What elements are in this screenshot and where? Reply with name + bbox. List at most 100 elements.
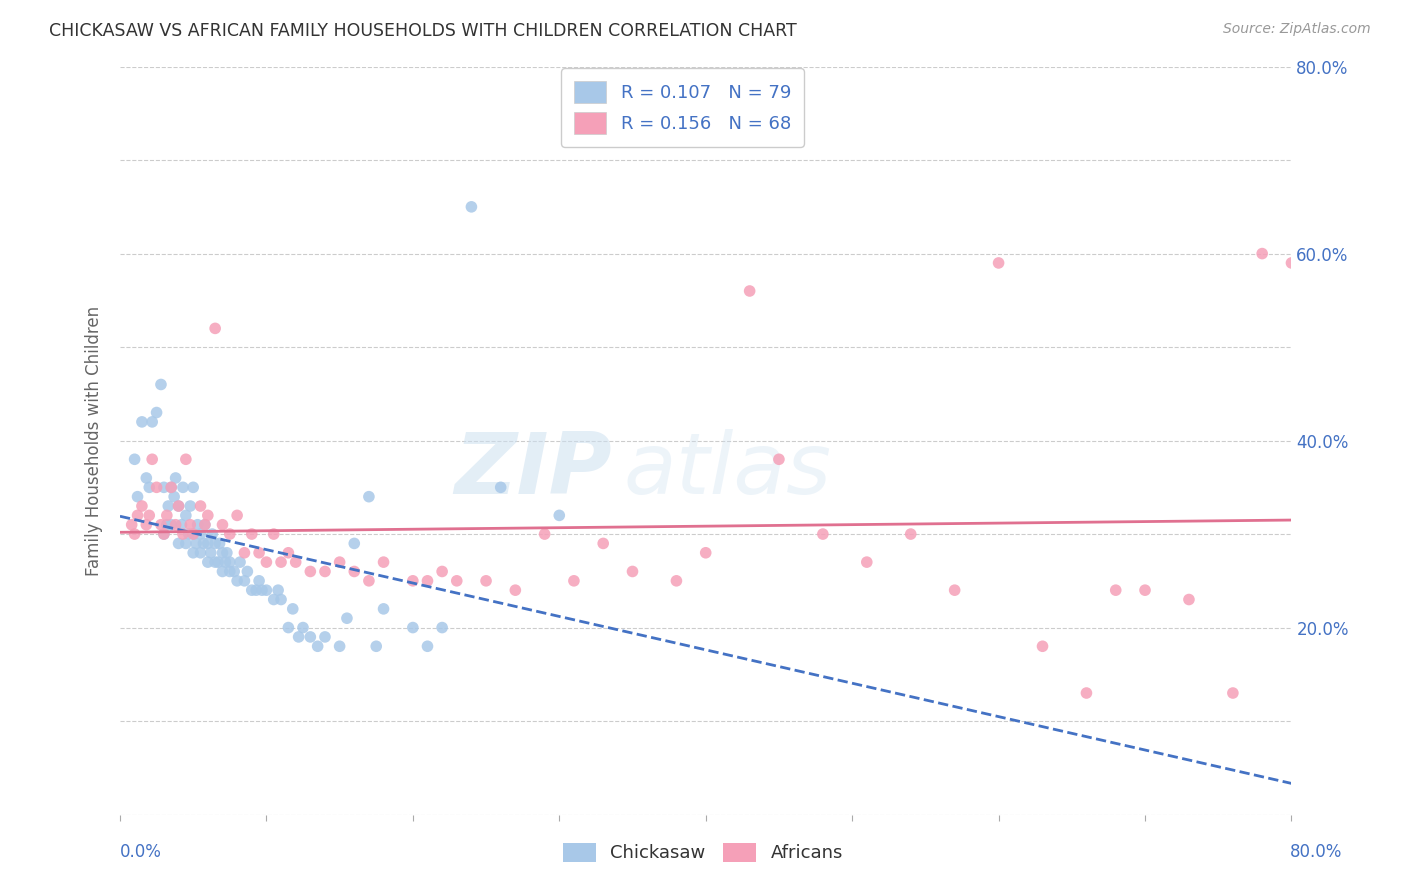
Point [768, 452, 790, 467]
Point [277, 621, 299, 635]
Point [214, 555, 236, 569]
Point [229, 555, 252, 569]
Point [329, 640, 352, 654]
Point [307, 640, 329, 654]
Point [254, 555, 277, 569]
Point [160, 480, 183, 494]
Point [131, 499, 153, 513]
Point [194, 517, 217, 532]
Point [373, 602, 395, 616]
Point [145, 480, 167, 494]
Point [197, 508, 219, 523]
Point [172, 480, 194, 494]
Point [179, 499, 201, 513]
Point [240, 583, 263, 598]
Point [156, 517, 179, 532]
Point [218, 555, 240, 569]
Text: ZIP: ZIP [454, 429, 612, 512]
Point [135, 471, 157, 485]
Point [314, 630, 336, 644]
Y-axis label: Family Households with Children: Family Households with Children [86, 306, 103, 575]
Point [281, 602, 304, 616]
Point [190, 527, 212, 541]
Point [299, 630, 322, 644]
Point [157, 499, 180, 513]
Point [621, 565, 644, 579]
Point [197, 555, 219, 569]
Point [987, 256, 1010, 270]
Text: CHICKASAW VS AFRICAN FAMILY HOUSEHOLDS WITH CHILDREN CORRELATION CHART: CHICKASAW VS AFRICAN FAMILY HOUSEHOLDS W… [49, 22, 797, 40]
Point [1105, 583, 1128, 598]
Point [343, 536, 366, 550]
Point [270, 555, 292, 569]
Point [218, 527, 240, 541]
Point [357, 574, 380, 588]
Point [236, 565, 259, 579]
Point [172, 527, 194, 541]
Point [1178, 592, 1201, 607]
Point [533, 527, 555, 541]
Point [204, 555, 226, 569]
Point [460, 200, 482, 214]
Point [181, 527, 204, 541]
Point [1295, 705, 1317, 719]
Point [900, 527, 922, 541]
Point [336, 611, 359, 625]
Point [160, 517, 183, 532]
Point [190, 546, 212, 560]
Point [204, 321, 226, 335]
Point [446, 574, 468, 588]
Point [224, 565, 246, 579]
Point [267, 583, 290, 598]
Point [250, 583, 273, 598]
Point [366, 640, 388, 654]
Point [402, 574, 425, 588]
Point [855, 555, 877, 569]
Point [211, 546, 233, 560]
Point [181, 546, 204, 560]
Point [193, 536, 215, 550]
Point [1031, 640, 1053, 654]
Point [292, 621, 315, 635]
Point [211, 565, 233, 579]
Point [329, 555, 352, 569]
Point [245, 583, 267, 598]
Point [211, 517, 233, 532]
Point [299, 565, 322, 579]
Point [138, 480, 160, 494]
Point [149, 377, 172, 392]
Point [277, 546, 299, 560]
Point [194, 517, 217, 532]
Point [218, 565, 240, 579]
Point [165, 471, 187, 485]
Point [314, 565, 336, 579]
Point [263, 527, 285, 541]
Point [184, 536, 207, 550]
Point [170, 517, 193, 532]
Point [181, 480, 204, 494]
Point [127, 508, 149, 523]
Point [165, 517, 187, 532]
Point [247, 574, 270, 588]
Point [284, 555, 307, 569]
Point [190, 499, 212, 513]
Point [141, 415, 163, 429]
Point [402, 621, 425, 635]
Point [1222, 686, 1244, 700]
Point [208, 536, 231, 550]
Point [138, 508, 160, 523]
Point [233, 574, 256, 588]
Point [200, 546, 222, 560]
Point [665, 574, 688, 588]
Point [416, 640, 439, 654]
Point [240, 527, 263, 541]
Text: 0.0%: 0.0% [120, 843, 162, 861]
Point [201, 527, 224, 541]
Point [430, 565, 453, 579]
Point [167, 536, 190, 550]
Point [197, 536, 219, 550]
Point [145, 405, 167, 419]
Point [548, 508, 571, 523]
Point [215, 546, 238, 560]
Point [357, 490, 380, 504]
